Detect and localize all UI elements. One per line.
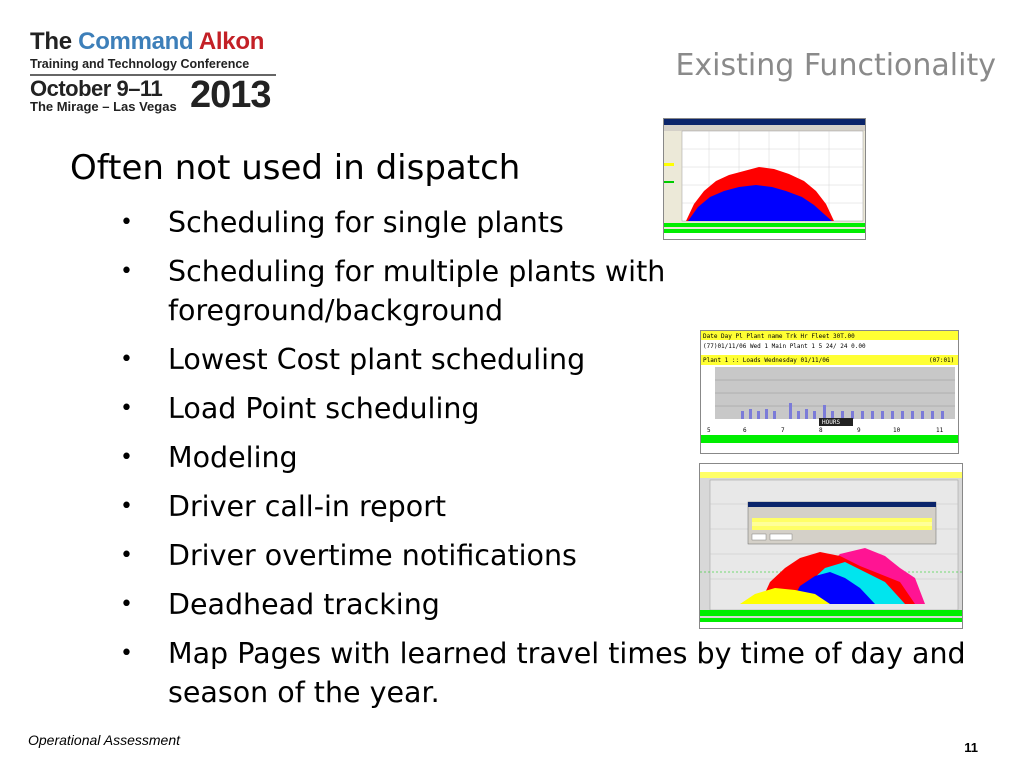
loads-table-row: (77)01/11/06 Wed 1 Main Plant 1 5 24/ 24… xyxy=(703,343,866,350)
slide-heading: Often not used in dispatch xyxy=(70,148,521,188)
bullet-list: Scheduling for single plants Scheduling … xyxy=(120,203,966,722)
page-number: 11 xyxy=(964,740,978,755)
scheduling-screenshot-plant-loads: Date Day Pl Plant name Trk Hr Fleet 30T.… xyxy=(700,330,959,454)
hour-tick: 5 xyxy=(707,427,711,434)
bullet-item: Driver overtime notifications xyxy=(120,536,708,575)
hour-tick: 7 xyxy=(781,427,785,434)
bullet-item: Load Point scheduling xyxy=(120,389,708,428)
slide-title: Existing Functionality xyxy=(675,48,996,83)
logo-the: The xyxy=(30,28,72,55)
logo-command: Command xyxy=(78,28,194,55)
bullet-item: Driver call-in report xyxy=(120,487,708,526)
loads-table-header: Date Day Pl Plant name Trk Hr Fleet 30T.… xyxy=(703,333,855,340)
hour-tick: 10 xyxy=(893,427,901,434)
bullet-item: Scheduling for single plants xyxy=(120,203,688,242)
scheduling-screenshot-multi-plant xyxy=(699,463,963,629)
logo-year: 2013 xyxy=(190,74,272,116)
bullet-item: Deadhead tracking xyxy=(120,585,708,624)
hour-tick: 8 xyxy=(819,427,823,434)
bullet-item: Modeling xyxy=(120,438,708,477)
bullet-item: Scheduling for multiple plants with fore… xyxy=(120,252,768,330)
bullet-item: Lowest Cost plant scheduling xyxy=(120,340,708,379)
loads-panel-time: (07:01) xyxy=(929,357,954,364)
logo-divider xyxy=(30,74,276,76)
logo-venue: The Mirage – Las Vegas xyxy=(30,99,177,114)
footer-label: Operational Assessment xyxy=(28,732,180,748)
hour-tick: 9 xyxy=(857,427,861,434)
hour-tick: 11 xyxy=(936,427,944,434)
logo-subtitle: Training and Technology Conference xyxy=(30,57,250,71)
logo-dates: October 9–11 xyxy=(30,76,163,101)
scheduling-screenshot-single-plant xyxy=(663,118,866,240)
bullet-item: Map Pages with learned travel times by t… xyxy=(120,634,968,712)
logo-alkon: Alkon xyxy=(198,28,265,55)
conference-logo: The Command Alkon Training and Technolog… xyxy=(30,28,280,118)
hour-tick: 6 xyxy=(743,427,747,434)
loads-panel-title: Plant 1 :: Loads Wednesday 01/11/06 xyxy=(703,357,830,364)
logo-title: The Command Alkon xyxy=(30,28,264,56)
hours-label: HOURS xyxy=(822,419,840,426)
